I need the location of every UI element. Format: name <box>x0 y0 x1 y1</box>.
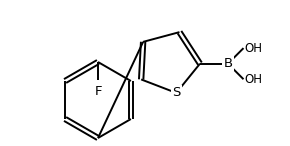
Text: S: S <box>172 86 180 99</box>
Text: OH: OH <box>244 73 262 86</box>
Text: B: B <box>223 57 233 70</box>
Text: OH: OH <box>244 42 262 55</box>
Text: F: F <box>94 85 102 98</box>
